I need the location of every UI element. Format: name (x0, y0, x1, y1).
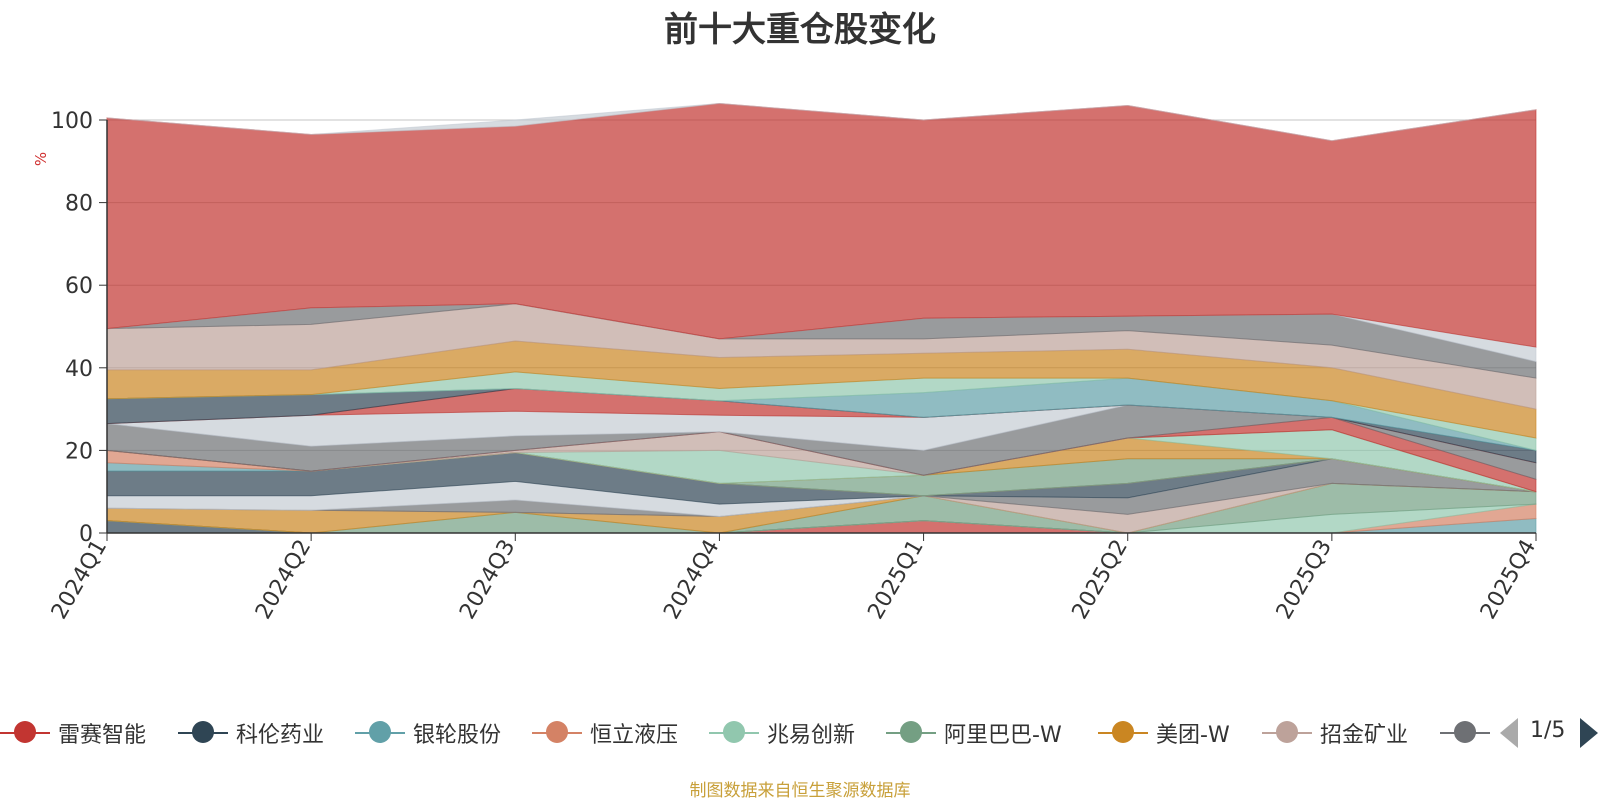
legend-marker-icon (355, 718, 405, 748)
source-note: 制图数据来自恒生聚源数据库 (689, 781, 911, 801)
legend-label: 阿里巴巴-W (944, 723, 1062, 748)
x-tick-label-6: 2025Q3 (1272, 536, 1337, 624)
legend-marker-icon (0, 718, 50, 748)
area-series-29 (106, 102, 1537, 142)
legend-label: 兆易创新 (767, 723, 856, 748)
legend-label: 招金矿业 (1320, 723, 1409, 748)
y-tick-label-4: 80 (65, 192, 93, 217)
x-tick-label-0: 2024Q1 (47, 536, 112, 624)
legend-label: 美团-W (1156, 723, 1230, 748)
x-tick-label-3: 2024Q4 (659, 536, 724, 624)
chart-title: 前十大重仓股变化 (664, 10, 936, 50)
legend-page-indicator: 1/5 (1530, 718, 1566, 743)
legend-marker-icon (532, 718, 582, 748)
x-tick-label-7: 2025Q4 (1476, 536, 1541, 624)
y-tick-label-0: 0 (79, 522, 93, 547)
legend-item-7[interactable]: 招金矿业 (1262, 708, 1408, 758)
legend: 雷赛智能 科伦药业 银轮股份 恒立液压 兆易创新 阿里巴巴-W 美团-W 招金矿业 (0, 708, 1600, 758)
legend-label: 雷赛智能 (58, 723, 147, 748)
legend-label: 恒立液压 (590, 723, 679, 748)
x-tick-label-1: 2024Q2 (251, 536, 316, 624)
legend-item-3[interactable]: 恒立液压 (532, 708, 678, 758)
y-tick-label-5: 100 (51, 109, 93, 134)
legend-item-0[interactable]: 雷赛智能 (0, 708, 146, 758)
x-tick-label-2: 2024Q3 (455, 536, 520, 624)
legend-item-6[interactable]: 美团-W (1098, 708, 1230, 758)
y-tick-label-3: 60 (65, 274, 93, 299)
legend-marker-icon (1262, 718, 1312, 748)
x-tick-label-4: 2025Q1 (863, 536, 928, 624)
legend-marker-icon (886, 718, 936, 748)
legend-item-5[interactable]: 阿里巴巴-W (886, 708, 1062, 758)
legend-marker-icon (1098, 718, 1148, 748)
legend-next-page-icon[interactable] (1580, 718, 1598, 748)
legend-label: 银轮股份 (413, 723, 502, 748)
area-series (106, 102, 1537, 534)
legend-item-2[interactable]: 银轮股份 (355, 708, 501, 758)
legend-marker-icon (1440, 718, 1490, 748)
legend-item-4[interactable]: 兆易创新 (709, 708, 855, 758)
legend-item-1[interactable]: 科伦药业 (178, 708, 324, 758)
legend-marker-icon (178, 718, 228, 748)
legend-marker-icon (709, 718, 759, 748)
x-tick-label-5: 2025Q2 (1068, 536, 1133, 624)
y-tick-label-1: 20 (65, 439, 93, 464)
y-tick-label-2: 40 (65, 357, 93, 382)
legend-item-8[interactable] (1440, 708, 1498, 758)
legend-label: 科伦药业 (236, 723, 325, 748)
stacked-area-chart: 0 20 40 60 80 100 2024Q1 2024Q2 2024Q3 2024Q4 2025… (47, 102, 1541, 624)
legend-prev-page-icon[interactable] (1500, 718, 1518, 748)
